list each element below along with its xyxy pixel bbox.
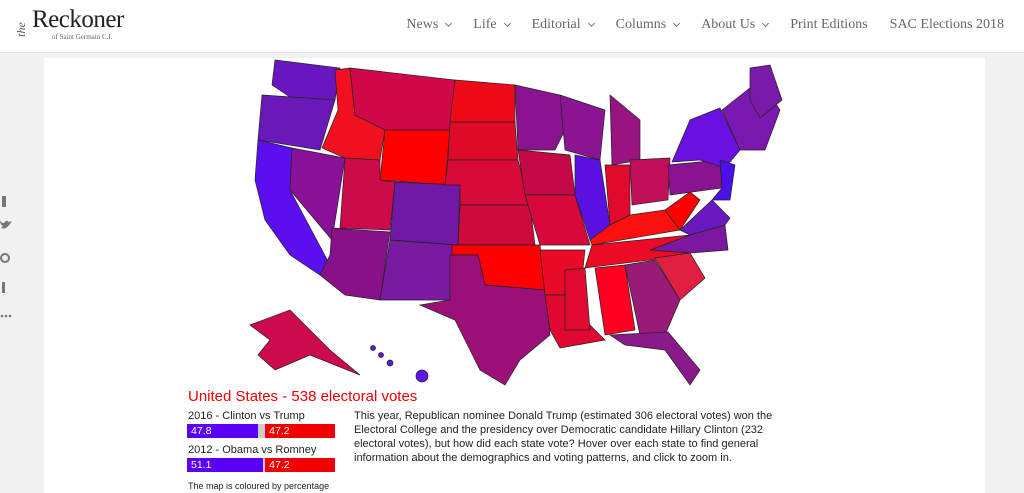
dem-value: 51.1 [191,459,212,471]
nav-item[interactable]: News [406,17,453,33]
facebook-icon[interactable] [2,196,6,207]
election-label: 2012 - Obama vs Romney [188,444,317,456]
nav-item[interactable]: Editorial [531,17,595,33]
nav-label[interactable]: Print Editions [790,17,868,32]
nav-label[interactable]: SAC Elections 2018 [889,17,1004,32]
map-title: United States - 538 electoral votes [188,388,418,405]
dem-value: 47.8 [191,425,212,437]
rep-value: 47.2 [269,459,290,471]
header: the Reckoner of Saint Germain C.I. News L… [0,0,1024,53]
nav-item[interactable]: About Us [701,17,770,33]
nav-label[interactable]: Editorial [531,17,581,32]
state[interactable] [629,157,671,206]
nav-label[interactable]: News [406,17,439,32]
dem-bar: 51.1 [187,458,263,472]
state[interactable] [679,199,731,236]
state[interactable] [649,224,729,254]
states [249,59,783,386]
nav-item[interactable]: SAC Elections 2018 [890,17,1004,33]
logo-subtitle: of Saint Germain C.I. [52,33,113,41]
state[interactable] [379,239,456,301]
rep-bar: 47.2 [265,458,335,472]
state[interactable] [711,159,736,201]
map-note: The map is coloured by percentage [188,481,330,491]
rep-value: 47.2 [269,425,290,437]
state[interactable] [370,345,429,383]
state[interactable] [457,204,536,246]
nav-item[interactable]: Life [473,17,511,33]
state[interactable] [449,79,516,123]
state[interactable] [389,181,461,246]
reddit-icon[interactable] [0,253,10,263]
state[interactable] [379,129,451,186]
dem-bar: 47.8 [187,424,258,438]
nav-item[interactable]: Print Editions [790,17,867,33]
state[interactable] [349,67,456,131]
state[interactable] [664,191,701,231]
state[interactable] [624,259,681,336]
state[interactable] [608,331,701,386]
state[interactable] [271,59,341,101]
state[interactable] [418,254,551,386]
state[interactable] [609,94,641,166]
more-icon[interactable] [0,314,12,318]
state[interactable] [249,309,361,376]
state[interactable] [559,94,606,161]
state[interactable] [524,194,591,246]
state[interactable] [319,227,391,301]
state[interactable] [564,267,591,331]
state[interactable] [514,84,571,151]
map-description: This year, Republican nominee Donald Tru… [354,410,773,464]
tumblr-icon[interactable] [2,282,5,293]
twitter-icon[interactable] [0,220,12,229]
state[interactable] [667,159,723,196]
nav-label[interactable]: Life [473,17,497,32]
nav-label[interactable]: About Us [701,17,756,32]
state[interactable] [257,94,336,151]
nav-item[interactable]: Columns [615,17,681,33]
bar-track: 47.8 47.2 [187,424,335,438]
bar-track: 51.1 47.2 [187,458,335,472]
social-icons [0,196,12,318]
state[interactable] [447,121,519,161]
state[interactable] [594,264,636,336]
nav-label[interactable]: Columns [615,17,667,32]
rep-bar: 47.2 [265,424,335,438]
state[interactable] [654,252,706,301]
state[interactable] [749,64,783,119]
logo[interactable]: Reckoner [32,6,124,33]
election-label: 2016 - Clinton vs Trump [188,410,305,422]
nav: News Life Editorial Columns About Us Print Ed… [406,17,1004,33]
state[interactable] [517,149,576,196]
